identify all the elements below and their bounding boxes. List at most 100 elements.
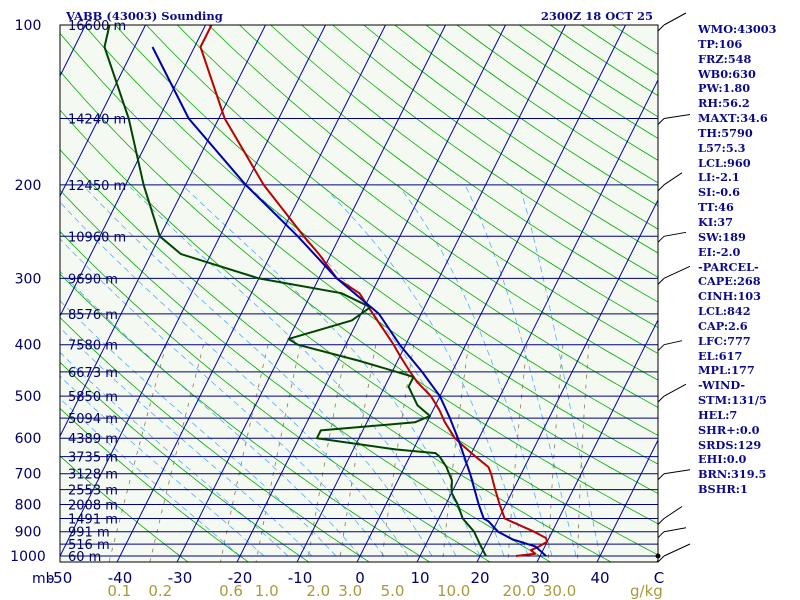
corner-label: C — [654, 569, 664, 587]
isotherm-line — [60, 25, 266, 438]
index-entry: BSHR:1 — [698, 482, 748, 497]
height-label: 3128 m — [68, 468, 118, 483]
wind-barb-flag — [657, 531, 665, 539]
wind-barb — [663, 231, 687, 237]
height-label: 7580 m — [68, 339, 118, 354]
index-entry: WB0:630 — [698, 66, 756, 81]
dry-adiabat — [114, 25, 658, 436]
isotherm-line — [60, 25, 326, 558]
mixing-ratio-unit: g/kg — [630, 582, 663, 600]
index-entry: TT:46 — [698, 200, 734, 215]
wind-barb — [663, 172, 683, 186]
index-entry: PW:1.80 — [698, 81, 751, 96]
wind-barb-flag — [657, 277, 665, 285]
index-entry: -WIND- — [698, 378, 746, 393]
height-label: 6673 m — [68, 366, 118, 381]
wind-barb-flag — [657, 395, 665, 403]
indices-panel: WMO:43003 TP:106 FRZ:548 WB0:630 PW:1.80 RH:5… — [698, 22, 798, 497]
index-entry: EHI:0.0 — [698, 452, 747, 467]
mixing-ratio-label: 30.0 — [543, 582, 576, 600]
dry-adiabat — [60, 149, 612, 562]
mixing-ratio-line — [307, 344, 348, 562]
isotherm-line — [416, 78, 658, 562]
pressure-label: 600 — [15, 431, 42, 447]
wind-barb — [663, 265, 691, 279]
wind-barb-flag — [657, 344, 665, 352]
index-entry: MAXT:34.6 — [698, 111, 768, 126]
pressure-label: 400 — [15, 338, 42, 354]
pressure-label: 500 — [15, 389, 42, 405]
wind-barb — [663, 469, 691, 475]
dry-adiabat — [239, 25, 658, 329]
index-entry: TH:5790 — [698, 125, 753, 140]
wind-barb-flag — [657, 518, 665, 525]
wind-barb — [663, 12, 687, 26]
mixing-ratio-label: 0.1 — [107, 582, 131, 600]
wind-barb-flag — [657, 118, 665, 125]
pressure-label: 100 — [15, 18, 42, 34]
index-entry: TP:106 — [698, 36, 743, 51]
index-entry: LCL:960 — [698, 155, 751, 170]
index-entry: RH:56.2 — [698, 96, 750, 111]
pressure-label: 800 — [15, 498, 42, 514]
isotherm-line — [596, 438, 658, 562]
isotherm-line — [0, 25, 26, 567]
mixing-ratio-line — [108, 344, 167, 562]
pressure-label: 1000 — [10, 549, 46, 565]
index-entry: FRZ:548 — [698, 51, 752, 66]
plot-frame — [59, 24, 659, 563]
pressure-label: 700 — [15, 467, 42, 483]
height-label: 2008 m — [68, 499, 118, 514]
temperature-tick-label: 10 — [410, 569, 429, 587]
wind-barb-flag — [657, 24, 665, 32]
parcel-line — [151, 46, 547, 557]
temperature-tick-label: -50 — [48, 569, 73, 587]
height-label: 4389 m — [68, 432, 118, 447]
index-entry: SRDS:129 — [698, 437, 762, 452]
x-unit-label: mb — [32, 571, 55, 587]
wind-barb — [663, 383, 687, 397]
dry-adiabat — [332, 25, 658, 254]
index-entry: -PARCEL- — [698, 259, 759, 274]
index-entry: LI:-2.1 — [698, 170, 740, 185]
mixing-ratio-label: 5.0 — [381, 582, 405, 600]
temperature-tick-label: 20 — [470, 569, 489, 587]
height-label: 991 m — [68, 526, 110, 541]
isotherm-line — [296, 25, 566, 562]
temperature-tick-label: 0 — [355, 569, 365, 587]
isotherm-line — [116, 25, 386, 562]
index-entry: KI:37 — [698, 214, 733, 229]
index-entry: LFC:777 — [698, 333, 751, 348]
mixing-ratio-label: 1.0 — [255, 582, 279, 600]
height-label: 5850 m — [68, 390, 118, 405]
temperature-tick-label: 40 — [590, 569, 609, 587]
dry-adiabat — [60, 407, 250, 562]
chart-title: VABB (43003) Sounding — [65, 9, 223, 23]
dry-adiabat — [177, 25, 658, 381]
wind-barb — [663, 114, 691, 119]
index-entry: LCL:842 — [698, 304, 751, 319]
mixing-ratio-label: 10.0 — [437, 582, 470, 600]
wind-barb-flag — [657, 184, 665, 192]
height-label: 3735 m — [68, 451, 118, 466]
index-entry: HEL:7 — [698, 407, 738, 422]
index-entry: EL:617 — [698, 348, 743, 363]
index-entry: SI:-0.6 — [698, 185, 740, 200]
wind-barb — [663, 543, 691, 557]
height-label: 1491 m — [68, 513, 118, 528]
height-label: 60 m — [68, 550, 101, 565]
dry-adiabat — [301, 25, 658, 278]
isotherm-line — [356, 25, 626, 562]
wind-barb — [663, 527, 687, 533]
surface-marker — [655, 553, 661, 559]
dry-adiabat — [60, 273, 431, 562]
index-entry: SW:189 — [698, 229, 746, 244]
temperature-tick-label: -40 — [108, 569, 133, 587]
dry-adiabat — [270, 25, 658, 303]
index-entry: CAPE:268 — [698, 274, 761, 289]
mixing-ratio-line — [149, 344, 204, 562]
index-entry: L57:5.3 — [698, 140, 746, 155]
isotherm-line — [60, 25, 146, 198]
index-entry: CINH:103 — [698, 289, 762, 304]
moist-adiabat — [60, 270, 361, 557]
